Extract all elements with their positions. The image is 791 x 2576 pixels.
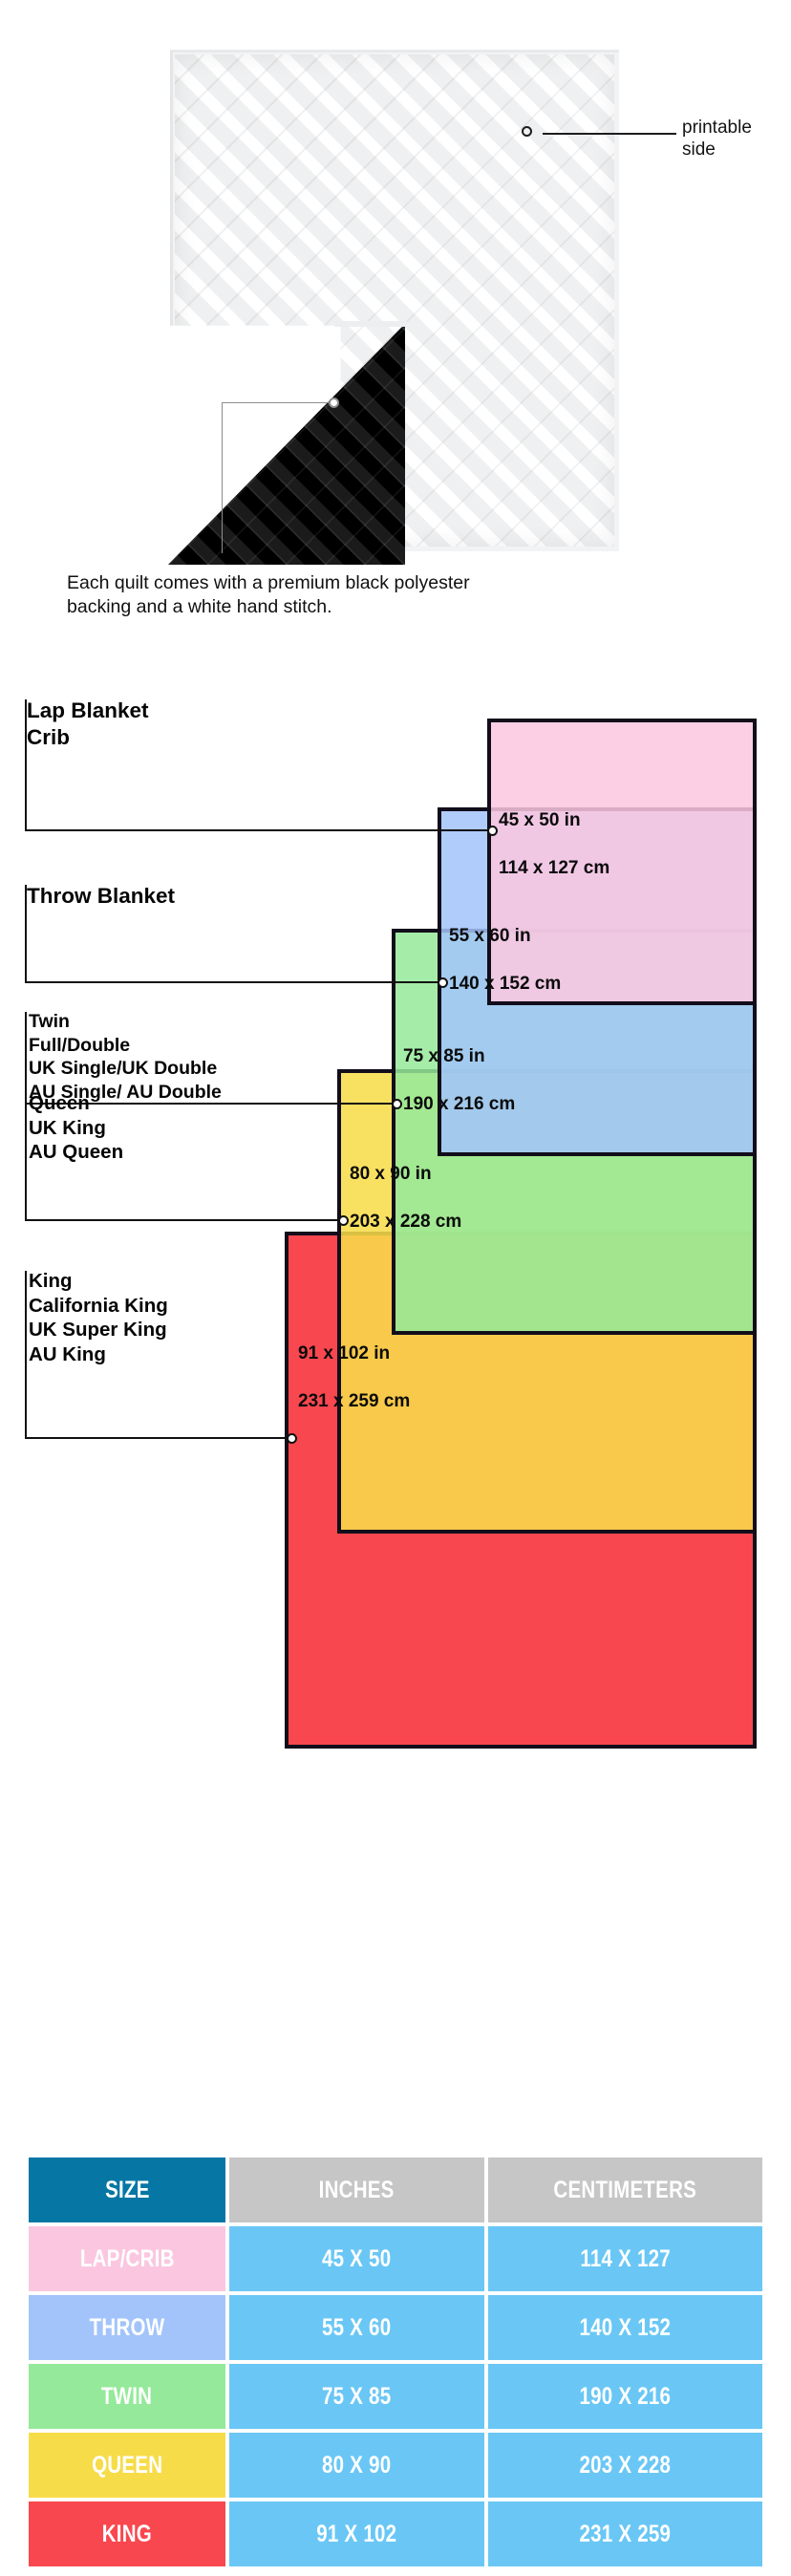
table-cell-inches: 80 X 90 — [229, 2433, 484, 2498]
dimension-inches: 45 x 50 in — [499, 810, 581, 830]
size-label-lap-crib: Lap Blanket Crib — [27, 698, 149, 749]
table-cell-size: TWIN — [29, 2364, 225, 2429]
callout-dot-icon — [522, 126, 532, 137]
leader-vertical — [25, 1271, 27, 1439]
table-cell-size: QUEEN — [29, 2433, 225, 2498]
table-cell-centimeters: 140 X 152 — [488, 2295, 762, 2360]
leader-horizontal — [25, 829, 493, 831]
table-cell-centimeters: 114 X 127 — [488, 2226, 762, 2291]
table-row: THROW 55 X 60 140 X 152 — [29, 2295, 762, 2360]
dimension-queen: 80 x 90 in 203 x 228 cm — [350, 1162, 461, 1234]
size-label-throw: Throw Blanket — [27, 884, 176, 908]
table-cell-centimeters: 231 X 259 — [488, 2501, 762, 2566]
table-cell-inches: 55 X 60 — [229, 2295, 484, 2360]
product-photo-section: printable side Each quilt comes with a p… — [0, 0, 791, 650]
table-header-inches: INCHES — [229, 2157, 484, 2222]
callout-leader-horizontal — [222, 402, 331, 404]
leader-horizontal — [25, 1437, 292, 1439]
size-label-twin: Twin Full/Double UK Single/UK Double AU … — [29, 1011, 222, 1103]
leader-dot-icon — [438, 977, 448, 988]
table-cell-inches: 75 X 85 — [229, 2364, 484, 2429]
table-row: QUEEN 80 X 90 203 X 228 — [29, 2433, 762, 2498]
dimension-centimeters: 140 x 152 cm — [449, 974, 562, 994]
callout-leader-vertical — [222, 402, 224, 553]
size-label-king: King California King UK Super King AU Ki… — [29, 1270, 168, 1365]
leader-vertical — [25, 699, 27, 831]
dimension-centimeters: 114 x 127 cm — [499, 858, 610, 878]
table-row: LAP/CRIB 45 X 50 114 X 127 — [29, 2226, 762, 2291]
table-header-centimeters: CENTIMETERS — [488, 2157, 762, 2222]
leader-lap-crib — [25, 699, 498, 836]
dimension-inches: 55 x 60 in — [449, 926, 531, 946]
dimension-centimeters: 190 x 216 cm — [403, 1094, 516, 1114]
dimension-inches: 75 x 85 in — [403, 1046, 485, 1066]
leader-horizontal — [25, 1219, 344, 1221]
table-header-row: SIZE INCHES CENTIMETERS — [29, 2157, 762, 2222]
leader-horizontal — [25, 981, 443, 983]
leader-twin — [25, 1012, 402, 1109]
table-cell-centimeters: 203 X 228 — [488, 2433, 762, 2498]
table-row: KING 91 X 102 231 X 259 — [29, 2501, 762, 2566]
table-cell-inches: 91 X 102 — [229, 2501, 484, 2566]
leader-king — [25, 1271, 297, 1444]
callout-printable-side: printable side — [522, 118, 752, 160]
dimension-lap-crib: 45 x 50 in 114 x 127 cm — [499, 808, 609, 880]
quilt-white-hand-stitch — [334, 321, 407, 327]
dimension-centimeters: 203 x 228 cm — [350, 1212, 462, 1232]
dimension-centimeters: 231 x 259 cm — [298, 1391, 411, 1411]
callout-leader-line — [543, 133, 676, 135]
table-row: TWIN 75 X 85 190 X 216 — [29, 2364, 762, 2429]
table-cell-size: LAP/CRIB — [29, 2226, 225, 2291]
leader-throw — [25, 885, 448, 988]
leader-dot-icon — [338, 1215, 349, 1226]
dimension-twin: 75 x 85 in 190 x 216 cm — [403, 1044, 515, 1116]
leader-dot-icon — [392, 1099, 402, 1109]
leader-dot-icon — [287, 1433, 297, 1444]
table-cell-centimeters: 190 X 216 — [488, 2364, 762, 2429]
callout-printable-label: printable side — [682, 118, 752, 160]
product-caption: Each quilt comes with a premium black po… — [67, 572, 470, 617]
size-chart-table: SIZE INCHES CENTIMETERS LAP/CRIB 45 X 50… — [29, 2157, 762, 2570]
dimension-king: 91 x 102 in 231 x 259 cm — [298, 1342, 410, 1413]
leader-vertical — [25, 885, 27, 983]
size-label-queen: Queen UK King AU Queen — [29, 1092, 124, 1163]
dimension-throw: 55 x 60 in 140 x 152 cm — [449, 924, 561, 996]
dimension-inches: 80 x 90 in — [350, 1164, 432, 1184]
table-header-size: SIZE — [29, 2157, 225, 2222]
leader-vertical — [25, 1012, 27, 1105]
leader-horizontal — [25, 1103, 397, 1105]
quilt-illustration — [168, 50, 619, 565]
size-rect-lap-crib — [487, 719, 757, 1005]
dimension-inches: 91 x 102 in — [298, 1343, 391, 1363]
leader-dot-icon — [487, 826, 498, 836]
table-cell-size: KING — [29, 2501, 225, 2566]
leader-vertical — [25, 1092, 27, 1221]
leader-queen — [25, 1092, 349, 1226]
table-cell-inches: 45 X 50 — [229, 2226, 484, 2291]
table-cell-size: THROW — [29, 2295, 225, 2360]
size-comparison-diagram: Lap Blanket Crib 45 x 50 in 114 x 127 cm… — [0, 659, 791, 2054]
